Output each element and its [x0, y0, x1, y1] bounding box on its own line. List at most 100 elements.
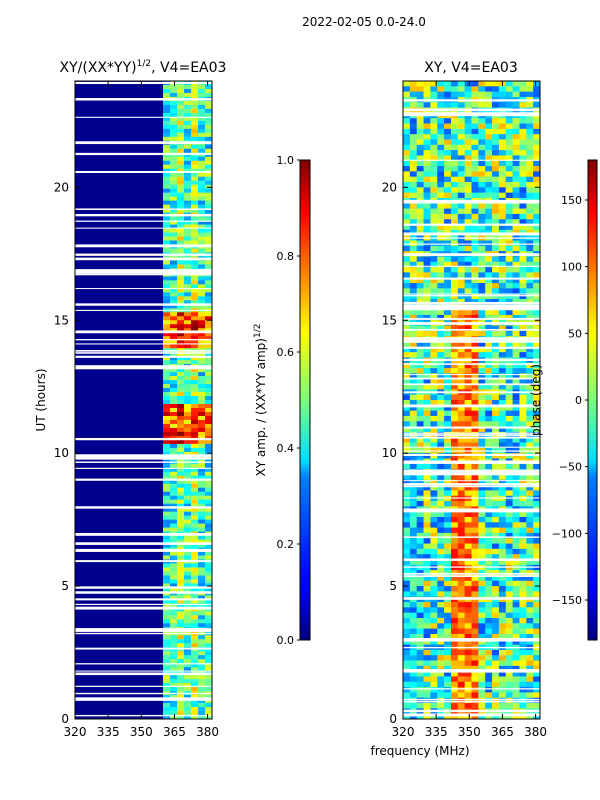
- right-heatmap-cell: [416, 213, 425, 220]
- right-heatmap-cell: [512, 293, 520, 300]
- left-heatmap-cell: [184, 320, 191, 325]
- right-heatmap-cell: [423, 538, 431, 545]
- right-heatmap-cell: [416, 543, 425, 550]
- right-heatmap-cell: [498, 394, 507, 401]
- left-heatmap-cell: [170, 563, 177, 568]
- right-heatmap-cell: [512, 240, 520, 247]
- right-heatmap-cell: [450, 607, 459, 614]
- left-heatmap-cell: [191, 332, 198, 337]
- right-heatmap-cell: [423, 554, 431, 560]
- right-heatmap-cell: [423, 123, 431, 130]
- left-heatmap-cell: [177, 392, 184, 397]
- right-heatmap-cell: [492, 554, 500, 560]
- right-heatmap-cell: [430, 139, 438, 146]
- left-heatmap-cell: [184, 491, 191, 497]
- left-heatmap-cell: [205, 204, 212, 210]
- right-heatmap-cell: [409, 81, 418, 87]
- right-heatmap-cell: [492, 102, 500, 109]
- right-heatmap-cell: [498, 575, 507, 582]
- right-heatmap-cell: [519, 176, 527, 183]
- left-heatmap-cell: [177, 224, 184, 230]
- right-heatmap-cell: [492, 256, 500, 263]
- right-heatmap-cell: [444, 362, 452, 369]
- left-heatmap-cell: [163, 419, 170, 425]
- right-flagged-row: [403, 646, 540, 649]
- left-heatmap-cell: [163, 507, 170, 513]
- right-heatmap-cell: [519, 283, 527, 289]
- right-heatmap-cell: [533, 256, 541, 263]
- left-heatmap-cell: [198, 232, 205, 238]
- right-heatmap-cell: [505, 490, 514, 497]
- right-heatmap-cell: [416, 405, 425, 412]
- right-heatmap-cell: [416, 373, 425, 380]
- right-heatmap-cell: [492, 144, 500, 151]
- right-heatmap-cell: [457, 325, 466, 332]
- left-heatmap-cell: [163, 555, 170, 560]
- right-heatmap-cell: [505, 187, 514, 194]
- left-heatmap-cell: [163, 88, 170, 94]
- right-heatmap-cell: [437, 527, 445, 534]
- right-heatmap-cell: [533, 474, 541, 481]
- right-heatmap-cell: [505, 277, 514, 284]
- left-heatmap-cell: [191, 403, 198, 409]
- right-heatmap-cell: [492, 490, 500, 497]
- right-heatmap-cell: [464, 623, 472, 630]
- left-flagged-row: [75, 685, 212, 687]
- right-heatmap-cell: [450, 617, 459, 624]
- left-heatmap-cell: [205, 507, 212, 513]
- right-flagged-row: [403, 461, 540, 464]
- right-heatmap-cell: [409, 208, 418, 215]
- right-heatmap-cell: [464, 187, 472, 194]
- right-heatmap-cell: [505, 293, 514, 300]
- right-heatmap-cell: [444, 182, 452, 188]
- left-heatmap-cell: [205, 607, 212, 612]
- left-heatmap-cell: [163, 176, 170, 182]
- right-heatmap-cell: [444, 102, 452, 109]
- left-heatmap-cell: [177, 563, 184, 568]
- right-heatmap-cell: [498, 362, 507, 369]
- right-heatmap-cell: [505, 405, 514, 412]
- right-heatmap-cell: [505, 373, 514, 380]
- right-heatmap-cell: [512, 224, 520, 231]
- left-heatmap-cell: [177, 527, 184, 533]
- right-heatmap-cell: [437, 495, 445, 502]
- left-heatmap-cell: [177, 479, 184, 485]
- right-heatmap-cell: [492, 453, 500, 459]
- right-heatmap-cell: [450, 697, 459, 704]
- left-heatmap-cell: [170, 447, 177, 453]
- right-heatmap-cell: [492, 346, 500, 353]
- right-heatmap-cell: [416, 240, 425, 247]
- right-heatmap-cell: [533, 617, 541, 624]
- right-flagged-row: [403, 383, 540, 386]
- right-heatmap-cell: [471, 639, 479, 646]
- right-heatmap-cell: [512, 421, 520, 428]
- left-heatmap-cell: [177, 551, 184, 557]
- left-heatmap-cell: [170, 124, 177, 130]
- left-heatmap-cell: [170, 571, 177, 576]
- right-heatmap-cell: [519, 325, 527, 332]
- right-heatmap-cell: [478, 373, 486, 380]
- right-heatmap-cell: [519, 267, 527, 273]
- right-heatmap-cell: [505, 314, 514, 321]
- right-heatmap-cell: [444, 128, 452, 135]
- left-heatmap-cell: [184, 116, 191, 122]
- left-heatmap-cell: [170, 483, 177, 489]
- right-heatmap-cell: [478, 437, 486, 444]
- right-heatmap-cell: [430, 240, 438, 247]
- right-heatmap-cell: [471, 586, 479, 592]
- left-heatmap-cell: [177, 539, 184, 545]
- left-heatmap-cell: [191, 236, 198, 241]
- left-heatmap-cell: [198, 148, 205, 154]
- right-heatmap-cell: [512, 171, 520, 178]
- right-heatmap-cell: [526, 623, 534, 630]
- right-heatmap-cell: [430, 649, 438, 656]
- right-heatmap-cell: [478, 485, 486, 491]
- left-heatmap-cell: [198, 499, 205, 505]
- left-heatmap-cell: [170, 228, 177, 234]
- left-heatmap-cell: [170, 316, 177, 321]
- left-heatmap-cell: [191, 615, 198, 620]
- right-heatmap-cell: [526, 633, 534, 640]
- right-heatmap-cell: [430, 697, 438, 704]
- right-heatmap-cell: [403, 612, 411, 619]
